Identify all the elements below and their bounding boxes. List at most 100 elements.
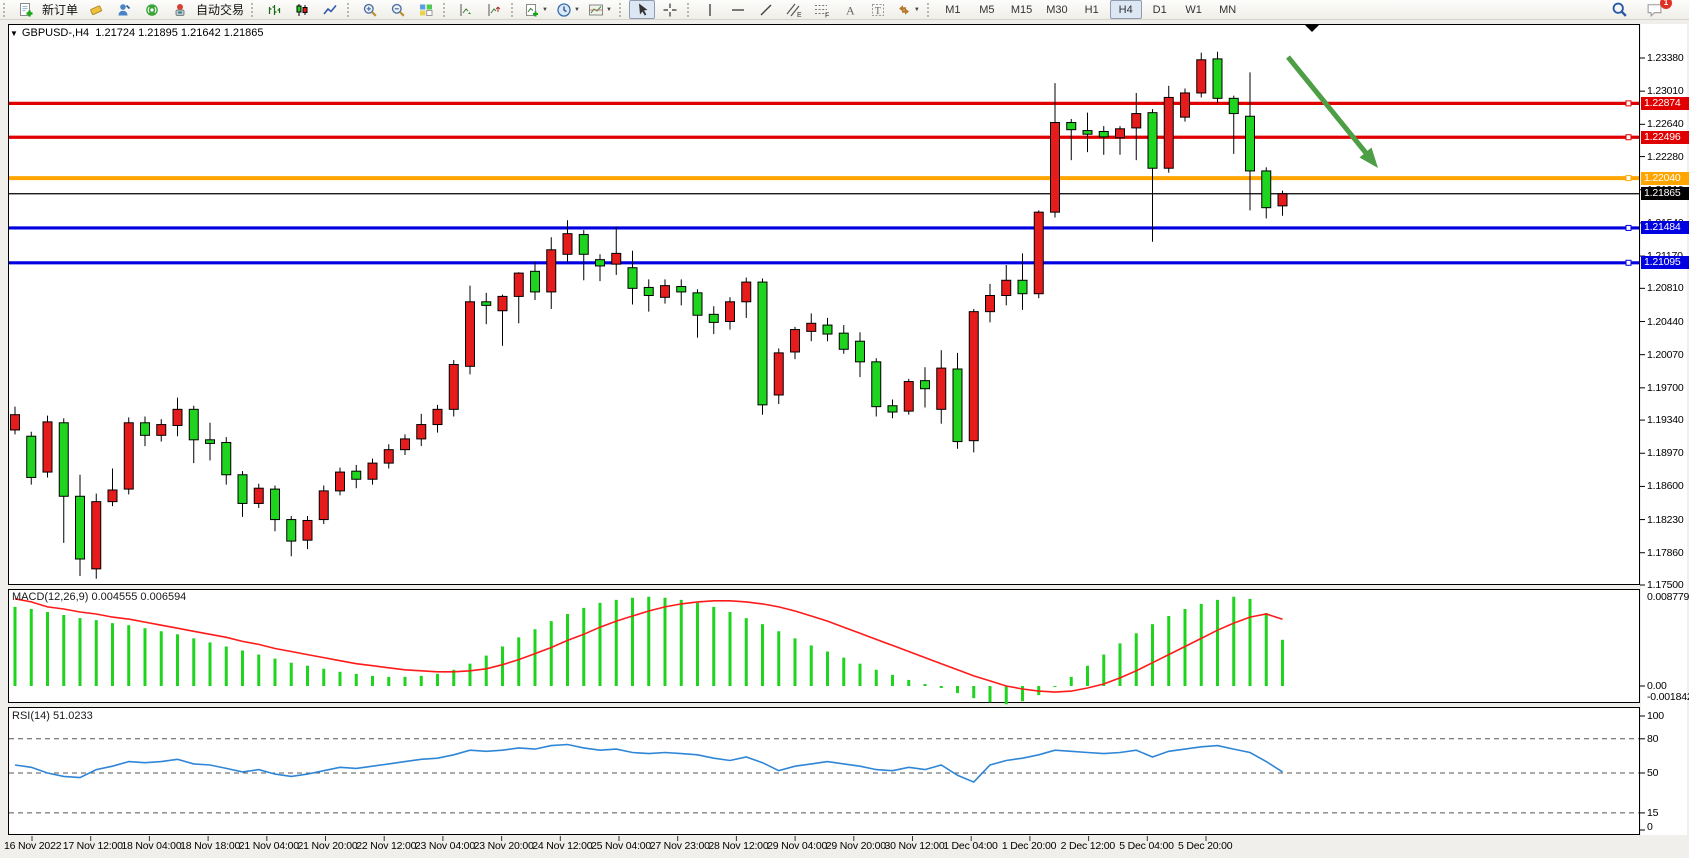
- candle-body: [91, 501, 102, 570]
- timeframe-button-h1[interactable]: H1: [1084, 3, 1099, 16]
- toolbar-grip[interactable]: [347, 2, 353, 17]
- toolbar-grip[interactable]: [926, 2, 933, 17]
- timeframe-button-d1[interactable]: D1: [1152, 3, 1167, 16]
- candle-body: [318, 490, 329, 521]
- main-chart-panel[interactable]: [8, 24, 1640, 585]
- zoom-out-button[interactable]: [385, 0, 411, 19]
- price-tick-label: 1.19340: [1647, 414, 1684, 427]
- candle-body: [497, 295, 508, 312]
- cursor-tool-button[interactable]: [628, 0, 655, 19]
- new-chart-button[interactable]: ▼: [521, 0, 551, 19]
- autotrade-icon: [172, 2, 188, 18]
- candle-body: [1212, 58, 1223, 99]
- line-handle[interactable]: [1625, 224, 1632, 231]
- auto-scroll-button[interactable]: [453, 0, 479, 19]
- search-button[interactable]: [1606, 0, 1632, 19]
- candle-body: [237, 474, 248, 504]
- toolbar-grip[interactable]: [3, 2, 9, 17]
- toolbar-grip[interactable]: [511, 2, 517, 17]
- timeframe-button-w1[interactable]: W1: [1185, 3, 1202, 16]
- tile-windows-button[interactable]: [413, 0, 439, 19]
- candle-body: [676, 286, 687, 293]
- candle-body: [383, 449, 394, 464]
- equidistant-channel-tool-button[interactable]: E: [781, 0, 807, 19]
- candlestick-icon: [294, 2, 310, 18]
- time-tick-label: 18 Nov 18:00: [180, 840, 241, 852]
- candle-body: [838, 332, 849, 350]
- candle-body: [205, 439, 215, 444]
- autotrade-button[interactable]: [167, 0, 193, 19]
- timeframe-button-m15[interactable]: M15: [1010, 3, 1033, 16]
- line-handle[interactable]: [1625, 259, 1632, 266]
- tile-windows-icon: [418, 2, 434, 18]
- text-label-tool-button[interactable]: T: [865, 0, 891, 19]
- zoom-in-button[interactable]: [357, 0, 383, 19]
- line-handle[interactable]: [1625, 100, 1632, 107]
- timeframe-button-m1[interactable]: M1: [945, 3, 961, 16]
- candle-body: [1115, 128, 1125, 139]
- candle-body: [871, 361, 882, 408]
- profile-icon: [116, 2, 132, 18]
- candle-body: [1228, 97, 1239, 115]
- period-button[interactable]: ▼: [553, 0, 583, 19]
- trend-arrow-object[interactable]: [1286, 55, 1368, 155]
- candle-body: [156, 424, 167, 436]
- timeframe-button-m30[interactable]: M30: [1046, 3, 1068, 16]
- price-tick-label: 1.17500: [1647, 579, 1684, 591]
- cursor-icon: [634, 2, 650, 18]
- chat-button[interactable]: 1: [1641, 0, 1672, 19]
- chart-dropdown-icon[interactable]: ▼: [10, 29, 18, 38]
- candle-body: [806, 322, 817, 332]
- macd-panel[interactable]: [8, 589, 1640, 703]
- template-button[interactable]: ▼: [585, 0, 615, 19]
- line-handle[interactable]: [1625, 134, 1632, 141]
- chart-shift-button[interactable]: [481, 0, 507, 19]
- candle-body: [1017, 279, 1028, 295]
- timeframe-group: M1 M5 M15 M30 H1 H4 D1 W1 MN: [936, 0, 1245, 19]
- bar-chart-button[interactable]: [261, 0, 287, 19]
- toolbar-grip[interactable]: [686, 2, 693, 17]
- shift-marker-icon[interactable]: [1305, 25, 1319, 32]
- candle-body: [465, 301, 475, 367]
- time-tick-label: 17 Nov 12:00: [62, 840, 123, 852]
- crosshair-tool-button[interactable]: [657, 0, 683, 19]
- auto-scroll-icon: [458, 2, 474, 18]
- candle-body: [903, 381, 914, 412]
- toolbar-grip[interactable]: [618, 2, 625, 17]
- arrows-tool-button[interactable]: ▼: [893, 0, 923, 19]
- zoom-in-icon: [362, 2, 378, 18]
- candle-body: [985, 295, 995, 313]
- autotrade-label[interactable]: 自动交易: [196, 3, 245, 17]
- horizontal-line-tool-button[interactable]: [725, 0, 751, 19]
- candle-body: [10, 414, 20, 431]
- timeframe-button-mn[interactable]: MN: [1219, 3, 1237, 16]
- candle-body: [1131, 113, 1142, 129]
- profile-button[interactable]: [111, 0, 137, 19]
- market-watch-button[interactable]: [83, 0, 109, 19]
- rsi-axis-label: 15: [1647, 806, 1659, 819]
- vertical-line-tool-button[interactable]: [697, 0, 723, 19]
- new-order-label[interactable]: 新订单: [42, 3, 79, 17]
- rsi-indicator-label: RSI(14) 51.0233: [12, 710, 93, 722]
- candlestick-chart-button[interactable]: [289, 0, 315, 19]
- fibonacci-tool-button[interactable]: F: [809, 0, 835, 19]
- signals-button[interactable]: [139, 0, 165, 19]
- text-icon: A: [842, 2, 858, 18]
- candle-body: [611, 252, 622, 265]
- text-tool-button[interactable]: A: [837, 0, 863, 19]
- line-chart-button[interactable]: [317, 0, 343, 19]
- toolbar-grip[interactable]: [251, 2, 257, 17]
- candle-body: [1180, 92, 1190, 118]
- candle-body: [1066, 122, 1077, 131]
- svg-text:A: A: [846, 3, 855, 17]
- new-order-button[interactable]: [13, 0, 39, 19]
- timeframe-button-h4[interactable]: H4: [1109, 0, 1142, 19]
- candle-body: [887, 405, 898, 413]
- search-icon: [1611, 1, 1628, 18]
- trendline-tool-button[interactable]: [753, 0, 779, 19]
- line-handle[interactable]: [1625, 175, 1632, 182]
- price-line-tag: 1.21865: [1641, 187, 1689, 201]
- toolbar-grip[interactable]: [443, 2, 449, 17]
- timeframe-button-m5[interactable]: M5: [979, 3, 995, 16]
